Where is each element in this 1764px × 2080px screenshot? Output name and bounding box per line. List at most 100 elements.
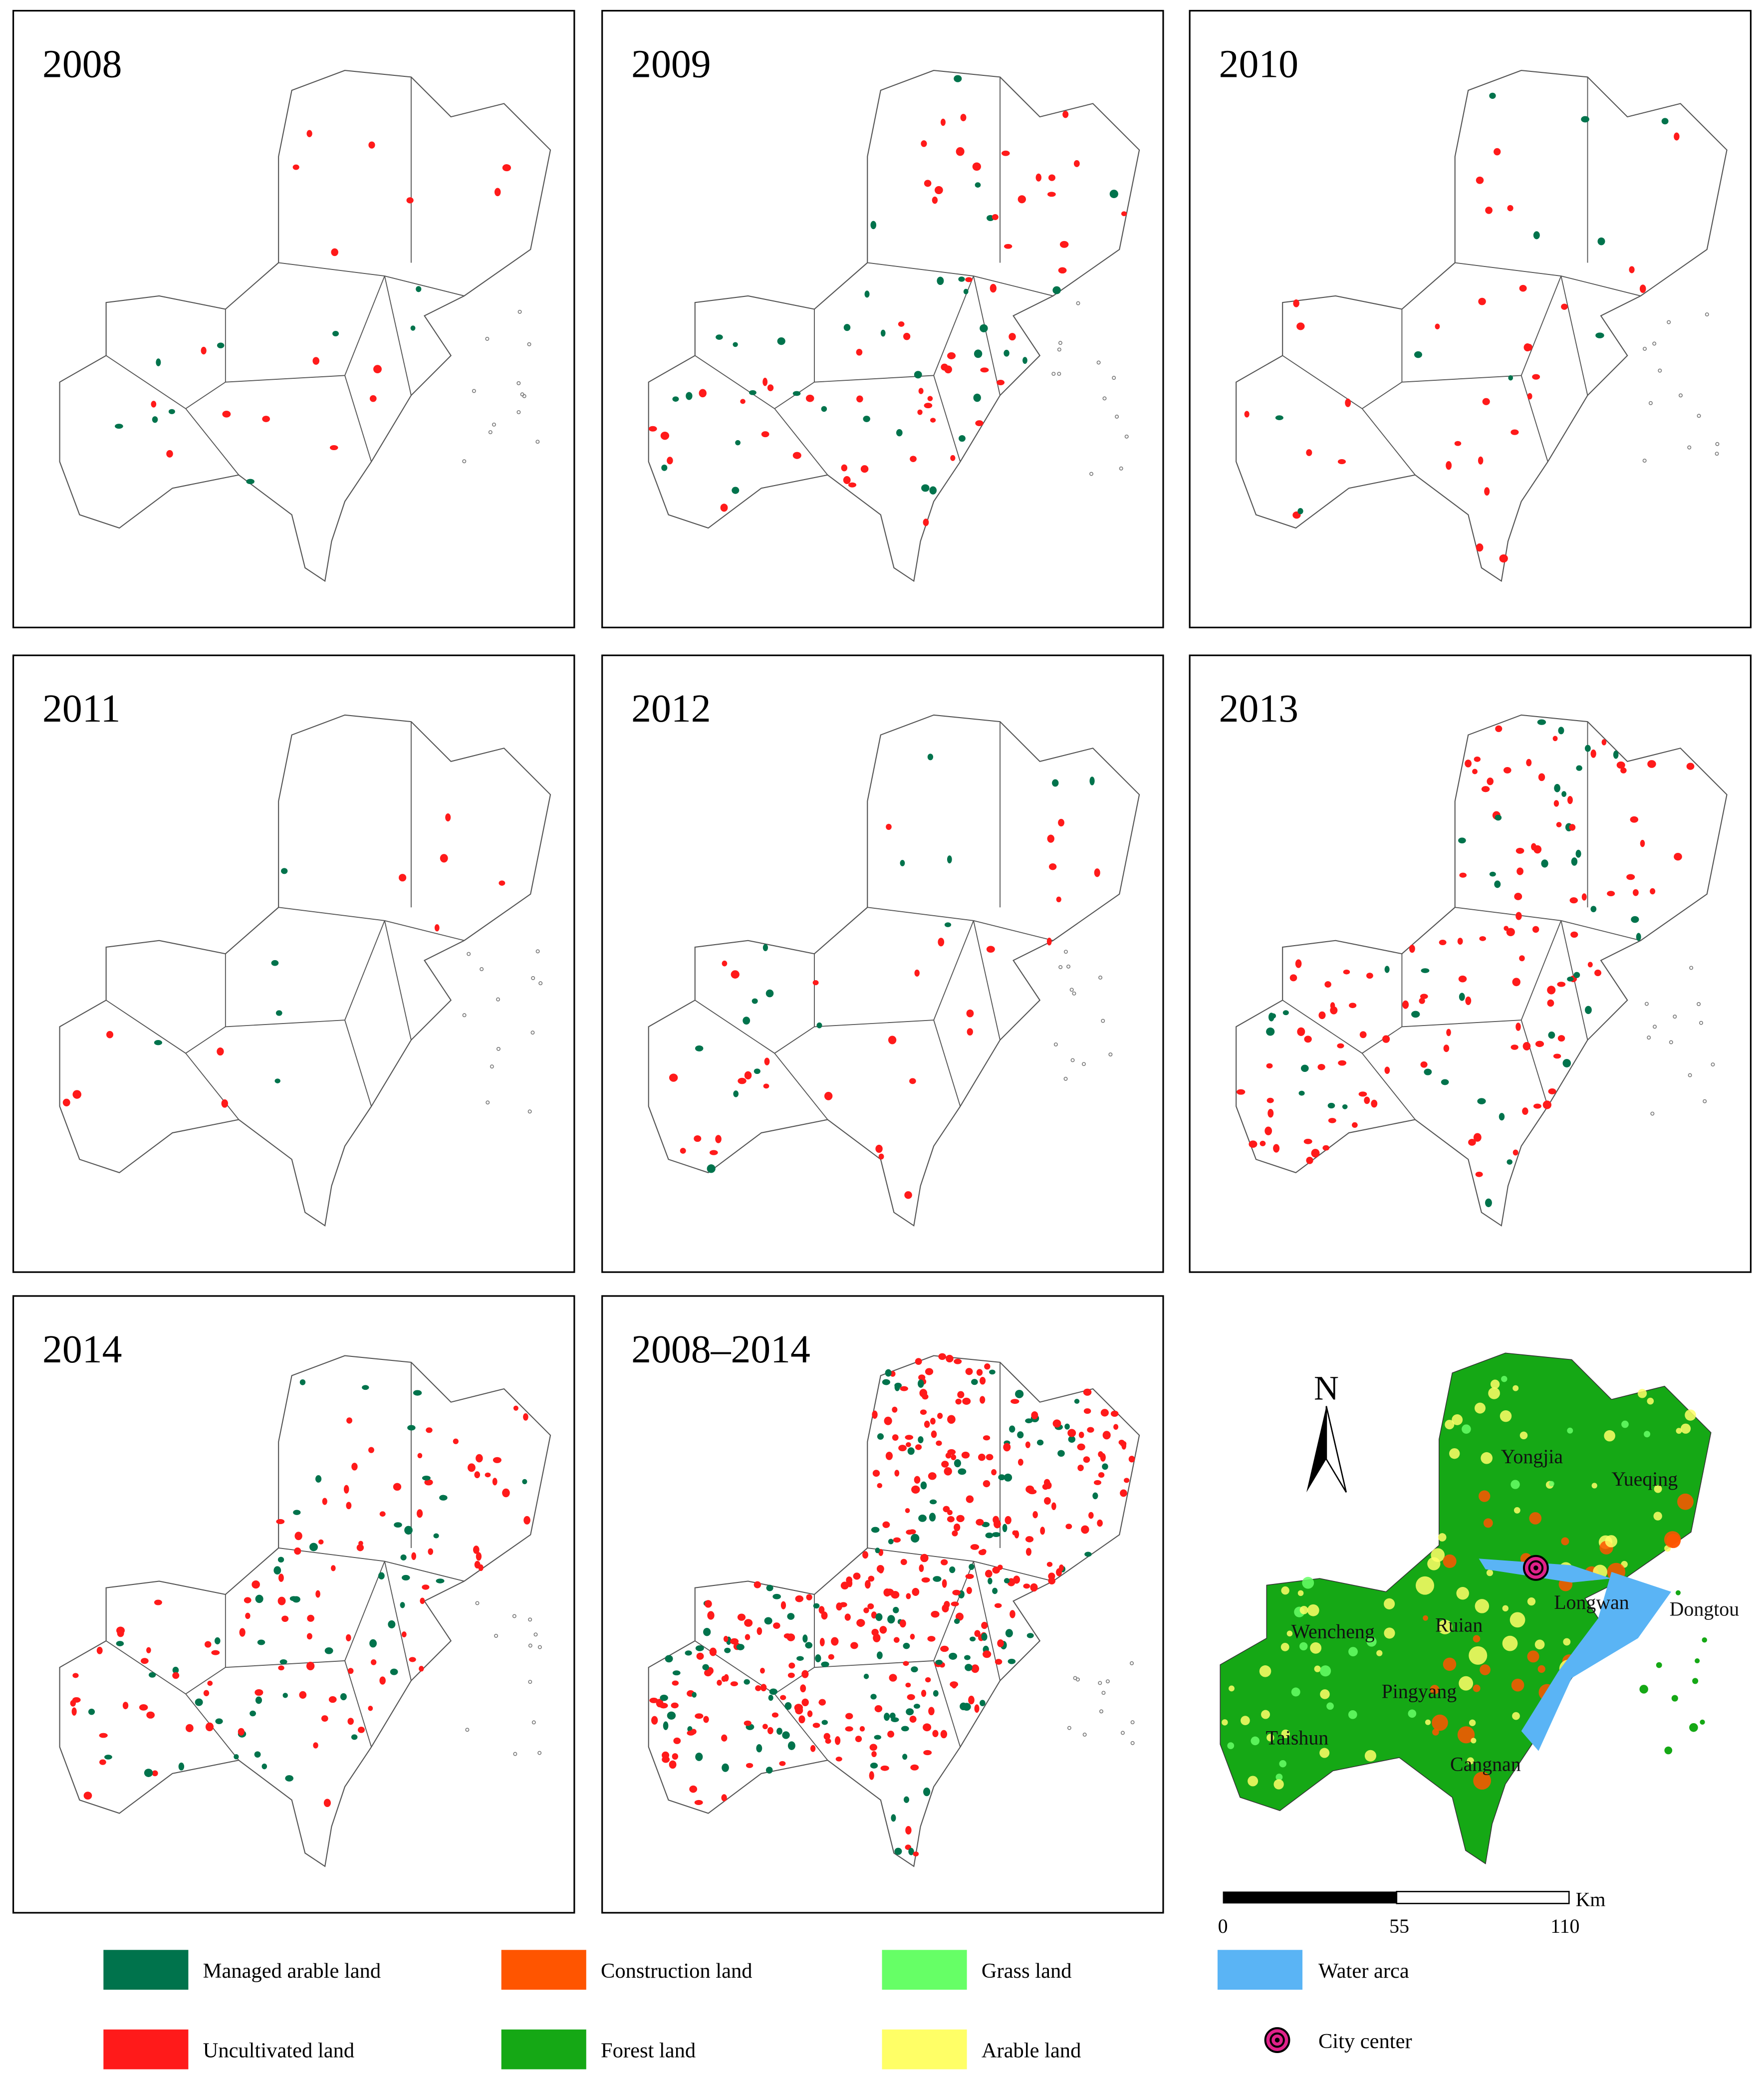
land-parcel: [892, 1406, 898, 1413]
island: [1067, 1726, 1071, 1730]
land-parcel: [1504, 926, 1509, 931]
legend-label: Uncultivated land: [203, 2039, 354, 2063]
island: [535, 440, 540, 444]
land-parcel: [821, 406, 827, 412]
land-parcel: [1542, 1100, 1552, 1109]
land-parcel: [960, 1702, 967, 1711]
land-parcel: [927, 396, 933, 401]
island: [1647, 1036, 1651, 1040]
land-parcel: [1595, 332, 1604, 338]
land-parcel: [294, 1547, 301, 1555]
legend-swatch: [501, 1950, 586, 1990]
land-parcel: [762, 1724, 768, 1730]
land-parcel: [523, 1516, 530, 1525]
land-parcel: [819, 1638, 825, 1646]
land-parcel: [929, 486, 937, 495]
land-parcel: [1059, 241, 1069, 248]
land-parcel: [1051, 1502, 1056, 1510]
land-parcel: [154, 1040, 162, 1045]
land-parcel: [239, 1628, 246, 1637]
city-center-icon: [1269, 2032, 1285, 2048]
land-parcel: [845, 1713, 853, 1720]
land-parcel: [390, 1668, 398, 1675]
land-parcel: [782, 1731, 790, 1739]
land-parcel: [947, 1415, 956, 1424]
land-parcel: [1487, 778, 1494, 785]
land-parcel: [1015, 1389, 1024, 1398]
land-parcel: [351, 1463, 358, 1471]
land-parcel: [1561, 303, 1568, 310]
place-label: Yueqing: [1611, 1468, 1678, 1490]
land-parcel: [918, 1374, 926, 1381]
land-parcel: [865, 1580, 871, 1589]
land-patch: [1416, 1576, 1434, 1595]
land-parcel: [776, 1728, 782, 1735]
land-parcel: [992, 1587, 998, 1594]
land-parcel: [261, 1763, 267, 1770]
island: [1081, 1062, 1086, 1066]
land-parcel: [929, 1499, 937, 1505]
land-parcel: [1506, 928, 1515, 937]
land-parcel: [965, 1573, 974, 1579]
land-parcel: [1571, 857, 1578, 866]
land-parcel: [1342, 1104, 1348, 1109]
land-parcel: [930, 418, 936, 423]
legend-label: Forest land: [601, 2039, 696, 2063]
land-parcel: [925, 1677, 931, 1683]
land-parcel: [920, 1409, 927, 1415]
island: [527, 1109, 532, 1114]
land-parcel: [322, 1498, 327, 1505]
land-patch: [1241, 1716, 1250, 1725]
land-parcel: [992, 214, 999, 221]
land-parcel: [816, 1022, 822, 1029]
land-parcel: [686, 392, 693, 400]
land-parcel: [661, 464, 668, 471]
land-parcel: [812, 980, 819, 986]
land-parcel: [1260, 1140, 1266, 1146]
land-parcel: [703, 1716, 709, 1723]
land-parcel: [502, 164, 511, 172]
land-parcel: [662, 1756, 670, 1763]
land-parcel: [1601, 739, 1607, 746]
land-parcel: [1124, 1478, 1130, 1483]
land-parcel: [918, 1436, 924, 1444]
land-parcel: [685, 1650, 692, 1656]
land-parcel: [871, 1751, 877, 1757]
land-parcel: [956, 147, 965, 156]
land-parcel: [1474, 756, 1481, 762]
land-parcel: [1010, 1399, 1019, 1404]
land-parcel: [343, 1485, 349, 1494]
land-parcel: [1322, 1145, 1330, 1151]
land-parcel: [923, 1787, 931, 1797]
land-parcel: [1013, 1575, 1020, 1584]
land-parcel: [903, 332, 911, 340]
land-parcel: [1570, 931, 1578, 938]
land-parcel: [1514, 893, 1522, 900]
land-parcel: [1573, 972, 1580, 978]
island: [528, 1617, 532, 1622]
land-parcel: [278, 1573, 284, 1582]
land-parcel: [1479, 936, 1487, 941]
island: [1120, 1731, 1125, 1735]
land-parcel: [694, 1135, 702, 1142]
land-parcel: [994, 1520, 1001, 1529]
island: [1705, 312, 1709, 317]
island: [1639, 1685, 1648, 1694]
land-parcel: [877, 1433, 884, 1440]
land-patch: [1513, 1507, 1520, 1514]
island: [1699, 1021, 1703, 1025]
land-parcel: [416, 286, 422, 292]
land-parcel: [907, 1694, 915, 1700]
panel-frame: [601, 1295, 1164, 1914]
land-patch: [1443, 1657, 1457, 1671]
land-parcel: [769, 1688, 778, 1695]
land-parcel: [766, 1584, 773, 1591]
land-parcel: [847, 1579, 853, 1587]
land-parcel: [899, 1619, 906, 1628]
land-parcel: [1266, 1063, 1273, 1069]
land-patch: [1473, 1684, 1481, 1692]
land-parcel: [974, 1630, 981, 1637]
panel-title: 2013: [1219, 687, 1298, 731]
land-parcel: [293, 1510, 301, 1515]
land-parcel: [845, 1726, 853, 1732]
